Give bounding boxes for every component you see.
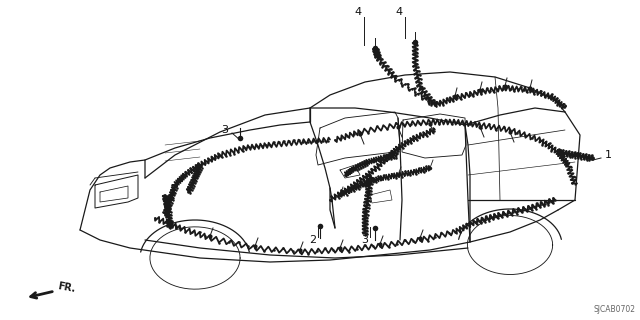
Text: 2: 2 (309, 235, 317, 245)
Text: FR.: FR. (57, 282, 76, 294)
Text: 3: 3 (221, 125, 228, 135)
Text: 3: 3 (362, 235, 369, 245)
Text: 4: 4 (396, 7, 403, 17)
Text: SJCAB0702: SJCAB0702 (593, 305, 635, 314)
Text: 1: 1 (605, 150, 611, 160)
Text: 4: 4 (355, 7, 362, 17)
